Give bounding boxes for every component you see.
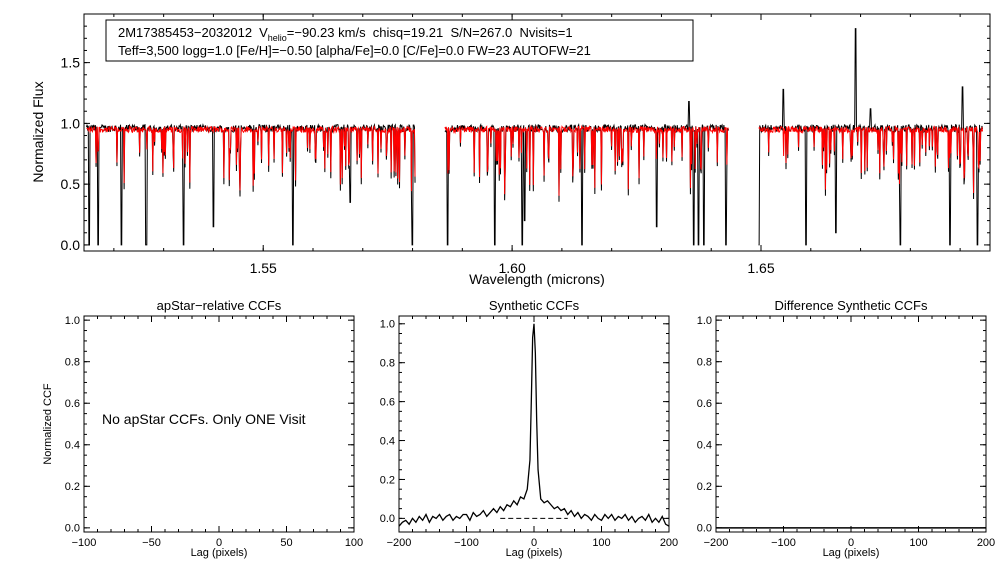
synthetic-ccf-ytick-label: 0.6 [380, 396, 395, 408]
difference-ccf-xlabel: Lag (pixels) [823, 547, 880, 559]
apstar-ccf-ticks: −100 −50 0 50 100 0.0 0.2 0.4 0.6 0.8 1.0 [65, 315, 363, 549]
spectrum-ticks: 1.55 1.60 1.65 0.0 0.5 1.0 1.5 [61, 13, 990, 276]
apstar-ccf-ylabel: Normalized CCF [42, 383, 54, 465]
apstar-ccf-xlabel: Lag (pixels) [191, 547, 248, 559]
apstar-ccf-ytick-label: 1.0 [65, 315, 80, 327]
apstar-ccf-ytick-label: 0.0 [65, 523, 80, 535]
spectrum-xtick-label: 1.55 [250, 260, 277, 276]
synthetic-ccf-title: Synthetic CCFs [489, 298, 580, 313]
spectrum-ytick-label: 0.5 [61, 176, 81, 192]
difference-ccf-xtick-label: 200 [977, 537, 995, 549]
synthetic-ccf-xlabel: Lag (pixels) [506, 547, 563, 559]
apstar-ccf-xtick-label: −100 [72, 537, 97, 549]
apstar-ccf-panel: apStar−relative CCFs −100 −50 0 50 100 0.0 0.2… [42, 298, 363, 559]
info-line-1: 2M17385453−2032012 Vhelio=−90.23 km/s chi… [118, 25, 573, 43]
spectrum-ylabel: Normalized Flux [30, 81, 46, 182]
spectrum-traces [86, 28, 984, 246]
difference-ccf-ytick-label: 0.8 [697, 357, 712, 369]
difference-ccf-xtick-label: −100 [771, 537, 796, 549]
difference-ccf-ytick-label: 0.0 [697, 523, 712, 535]
synthetic-ccf-xtick-label: −100 [454, 537, 479, 549]
difference-ccf-xtick-label: −200 [704, 537, 729, 549]
difference-ccf-xtick-label: 0 [848, 537, 854, 549]
spectrum-xtick-label: 1.65 [747, 260, 774, 276]
apstar-ccf-message: No apStar CCFs. Only ONE Visit [102, 411, 306, 427]
v-rest: =−90.23 km/s chisq=19.21 S/N=267.0 Nvisi… [287, 25, 573, 40]
synthetic-ccf-ytick-label: 0.0 [380, 513, 395, 525]
spectrum-plot-frame [83, 13, 991, 252]
apstar-ccf-ytick-label: 0.2 [65, 481, 80, 493]
apstar-ccf-ytick-label: 0.6 [65, 398, 80, 410]
synthetic-fit-segment [444, 124, 729, 196]
difference-ccf-ytick-label: 1.0 [697, 315, 712, 327]
synthetic-ccf-ytick-label: 0.4 [380, 435, 395, 447]
difference-ccf-ytick-label: 0.6 [697, 398, 712, 410]
apstar-ccf-xtick-label: −50 [142, 537, 161, 549]
synthetic-fit-segment [86, 124, 416, 192]
synthetic-ccf-xtick-label: −200 [387, 537, 412, 549]
synthetic-ccf-traces [398, 323, 670, 527]
difference-ccf-ytick-label: 0.4 [697, 440, 712, 452]
synthetic-ccf-ytick-label: 0.2 [380, 474, 395, 486]
synthetic-ccf-ytick-label: 0.8 [380, 358, 395, 370]
difference-ccf-xtick-label: 100 [909, 537, 927, 549]
spectrum-ytick-label: 0.0 [61, 237, 81, 253]
v-subscript: helio [268, 33, 287, 43]
spectrum-xtick-label: 1.60 [498, 260, 525, 276]
difference-ccf-panel: Difference Synthetic CCFs −200 −100 0 100 20… [697, 298, 995, 559]
synthetic-fit-segment [758, 125, 984, 193]
spectrum-panel: 1.55 1.60 1.65 0.0 0.5 1.0 1.5 Wavelength (mic… [30, 13, 991, 287]
synthetic-ccf-ytick-label: 1.0 [380, 319, 395, 331]
synthetic-ccf-xtick-label: 0 [531, 537, 537, 549]
apstar-ccf-xtick-label: 50 [280, 537, 292, 549]
synthetic-ccf-line [398, 323, 670, 527]
apstar-ccf-ytick-label: 0.4 [65, 440, 80, 452]
spectrum-xlabel: Wavelength (microns) [469, 271, 605, 287]
info-line-2: Teff=3,500 logg=1.0 [Fe/H]=−0.50 [alpha/… [118, 43, 591, 58]
v-symbol: V [259, 25, 268, 40]
spectrum-ytick-label: 1.5 [61, 55, 81, 71]
spectrum-ytick-label: 1.0 [61, 115, 81, 131]
star-id: 2M17385453−2032012 [118, 25, 252, 40]
apstar-ccf-ytick-label: 0.8 [65, 357, 80, 369]
synthetic-ccf-xtick-label: 200 [660, 537, 678, 549]
apstar-ccf-xtick-label: 0 [216, 537, 222, 549]
info-box [105, 19, 694, 62]
synthetic-ccf-xtick-label: 100 [592, 537, 610, 549]
difference-ccf-ytick-label: 0.2 [697, 481, 712, 493]
synthetic-ccf-panel: Synthetic CCFs −200 −100 0 100 200 0.0 0.2 0.4 0… [380, 298, 678, 559]
difference-ccf-title: Difference Synthetic CCFs [775, 298, 928, 313]
difference-ccf-ticks: −200 −100 0 100 200 0.0 0.2 0.4 0.6 0.8 1.0 [697, 315, 995, 549]
apstar-ccf-title: apStar−relative CCFs [157, 298, 282, 313]
apstar-ccf-xtick-label: 100 [345, 537, 363, 549]
synthetic-ccf-ticks: −200 −100 0 100 200 0.0 0.2 0.4 0.6 0.8 1.0 [380, 316, 678, 549]
